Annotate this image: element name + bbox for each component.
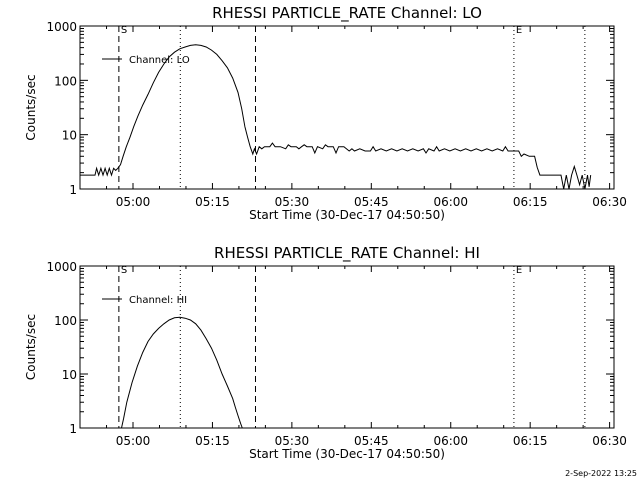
plot-frame <box>79 265 615 429</box>
y-tick-label: 1000 <box>46 20 77 34</box>
y-tick-label: 10 <box>62 368 77 382</box>
x-tick-label: 06:15 <box>513 195 548 209</box>
series-line <box>80 44 592 190</box>
chart-title: RHESSI PARTICLE_RATE Channel: LO <box>212 4 482 23</box>
x-tick-label: 06:00 <box>433 434 468 448</box>
x-tick-label: 06:30 <box>592 195 627 209</box>
y-tick-label: 1 <box>69 183 77 197</box>
plot-frame <box>79 25 615 190</box>
legend-entry: Channel: LO <box>129 55 190 66</box>
x-tick-label: 05:00 <box>116 434 151 448</box>
x-tick-label: 06:30 <box>592 434 627 448</box>
marker-label: E <box>516 265 522 276</box>
panel-lo-channel: RHESSI PARTICLE_RATE Channel: LO 05:00 05:… <box>24 4 627 222</box>
y-tick-label: 1 <box>69 422 77 436</box>
y-tick-label: 1000 <box>46 260 77 274</box>
x-tick-label: 05:00 <box>116 195 151 209</box>
marker-label: S <box>121 25 127 36</box>
panel-hi-channel: RHESSI PARTICLE_RATE Channel: HI 05:00 05:… <box>24 244 627 461</box>
y-tick-label: 10 <box>62 129 77 143</box>
marker-label: S <box>121 265 127 276</box>
x-tick-label: 06:00 <box>433 195 468 209</box>
x-tick-label: 05:45 <box>354 195 389 209</box>
footer-timestamp: 2-Sep-2022 13:25 <box>565 469 637 478</box>
y-axis-label: Counts/sec <box>24 74 38 140</box>
x-tick-label: 05:30 <box>275 434 310 448</box>
x-tick-label: 05:15 <box>195 195 230 209</box>
series-line <box>121 316 243 429</box>
y-tick-label: 100 <box>54 74 77 88</box>
x-axis-label: Start Time (30-Dec-17 04:50:50) <box>249 208 445 222</box>
x-tick-label: 06:15 <box>513 434 548 448</box>
x-tick-label: 05:30 <box>275 195 310 209</box>
y-axis-label: Counts/sec <box>24 314 38 380</box>
chart-title: RHESSI PARTICLE_RATE Channel: HI <box>214 244 480 263</box>
marker-label: E <box>516 25 522 36</box>
x-axis-label: Start Time (30-Dec-17 04:50:50) <box>249 447 445 461</box>
y-tick-label: 100 <box>54 314 77 328</box>
x-tick-label: 05:15 <box>195 434 230 448</box>
legend-entry: Channel: HI <box>129 295 187 306</box>
x-tick-label: 05:45 <box>354 434 389 448</box>
